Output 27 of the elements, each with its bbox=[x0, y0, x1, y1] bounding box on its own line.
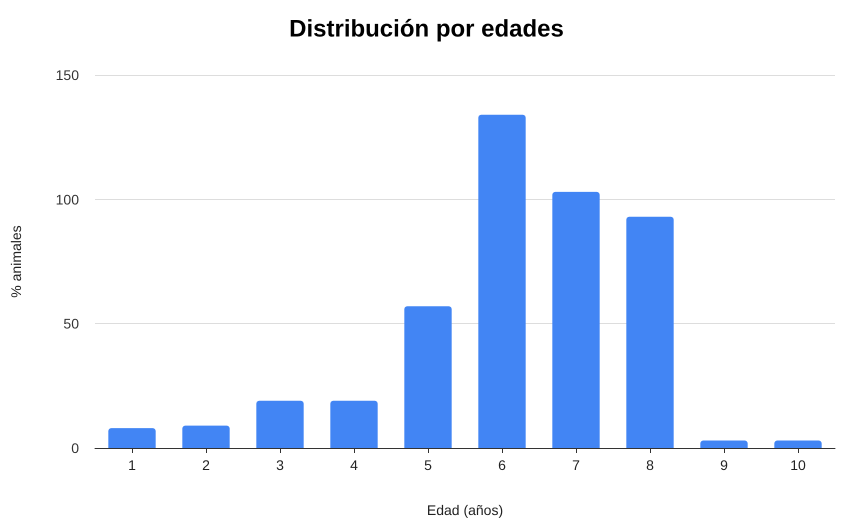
bar bbox=[256, 400, 304, 448]
bar bbox=[330, 400, 378, 448]
bar bbox=[182, 426, 230, 448]
x-tick-label: 8 bbox=[646, 457, 654, 473]
x-tick-label: 4 bbox=[350, 457, 358, 473]
bar bbox=[478, 114, 526, 448]
x-tick-label: 9 bbox=[720, 457, 728, 473]
y-tick-label: 100 bbox=[56, 191, 80, 208]
y-tick-label: 150 bbox=[56, 67, 80, 83]
x-tick-label: 6 bbox=[498, 457, 506, 473]
y-tick-label: 0 bbox=[71, 440, 80, 456]
bar bbox=[774, 440, 822, 448]
x-tick-label: 3 bbox=[276, 457, 284, 473]
y-tick-label: 50 bbox=[63, 316, 80, 332]
bar bbox=[700, 440, 748, 448]
x-axis-title: Edad (años) bbox=[426, 502, 504, 518]
x-tick-label: 1 bbox=[128, 457, 136, 473]
y-axis-title: % animales bbox=[8, 225, 24, 298]
bar bbox=[404, 306, 452, 448]
x-tick-label: 2 bbox=[202, 457, 210, 473]
bar bbox=[552, 192, 600, 448]
x-tick-label: 7 bbox=[572, 457, 580, 473]
bar bbox=[108, 428, 156, 448]
x-tick-label: 5 bbox=[424, 457, 432, 473]
x-tick-label: 10 bbox=[790, 457, 806, 473]
bar bbox=[626, 216, 674, 448]
chart-title: Distribución por edades bbox=[289, 16, 564, 42]
